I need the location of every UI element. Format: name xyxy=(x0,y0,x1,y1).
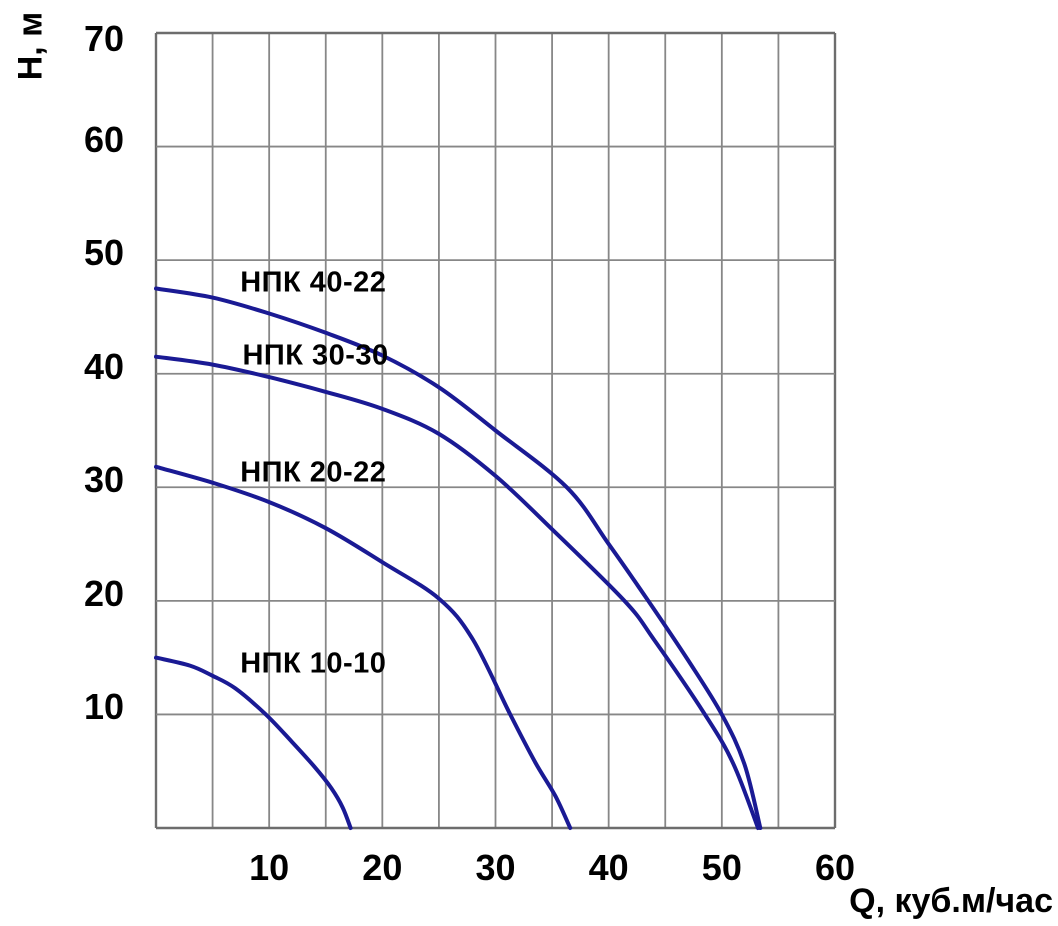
pump-curve xyxy=(154,354,760,830)
pump-curve xyxy=(154,655,353,830)
pump-curve xyxy=(154,464,573,830)
y-tick-label: 10 xyxy=(83,686,124,728)
y-tick-label: 70 xyxy=(83,18,124,59)
curve-name-label: НПК 40-22 xyxy=(240,266,387,299)
y-tick-label: 30 xyxy=(83,459,124,501)
x-tick-label: 20 xyxy=(362,847,403,888)
x-tick-label: 60 xyxy=(814,847,856,888)
curve-name-label: НПК 20-22 xyxy=(240,456,387,489)
y-tick-label: 20 xyxy=(83,572,124,614)
x-tick-label: 40 xyxy=(588,847,629,888)
x-tick-label: 30 xyxy=(475,847,516,888)
curve-name-label: НПК 30-30 xyxy=(242,339,389,372)
curve-name-label: НПК 10-10 xyxy=(240,647,387,680)
x-tick-label: 10 xyxy=(249,847,290,888)
x-axis-title: Q, куб.м/час xyxy=(849,882,1053,920)
pump-curve xyxy=(154,286,763,830)
y-tick-label: 60 xyxy=(83,118,124,160)
y-tick-label: 50 xyxy=(83,232,124,274)
y-tick-label: 40 xyxy=(83,345,124,387)
x-tick-label: 50 xyxy=(701,847,742,888)
